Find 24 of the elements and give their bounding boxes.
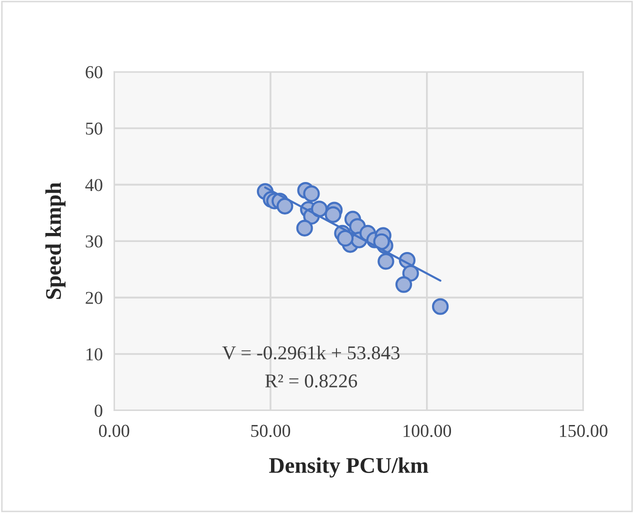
y-tick-label: 60 (86, 66, 102, 78)
point (336, 230, 354, 247)
point (378, 253, 394, 270)
point (276, 198, 294, 214)
x-tick-label: 50.00 (251, 424, 290, 438)
point (432, 298, 449, 315)
y-tick-label: 10 (86, 348, 102, 360)
x-axis-title: Density PCU/km (269, 457, 428, 478)
x-tick-label: 150.00 (560, 424, 608, 438)
x-tick-label: 0.00 (99, 424, 130, 438)
y-axis-title: Speed kmph (45, 182, 66, 299)
y-tick-label: 30 (86, 235, 102, 248)
point (324, 206, 342, 223)
point (303, 185, 320, 202)
point (395, 276, 412, 293)
y-tick-label: 40 (85, 178, 102, 192)
y-tick-label: 50 (86, 122, 102, 135)
annotation: V = -0.2961k + 53.843 (222, 346, 400, 360)
point (373, 233, 390, 250)
x-tick-label: 100.00 (404, 424, 452, 438)
annotation: R² = 0.8226 (265, 374, 358, 388)
point (296, 220, 313, 236)
y-tick-label: 0 (94, 404, 102, 417)
y-tick-label: 20 (86, 292, 102, 304)
